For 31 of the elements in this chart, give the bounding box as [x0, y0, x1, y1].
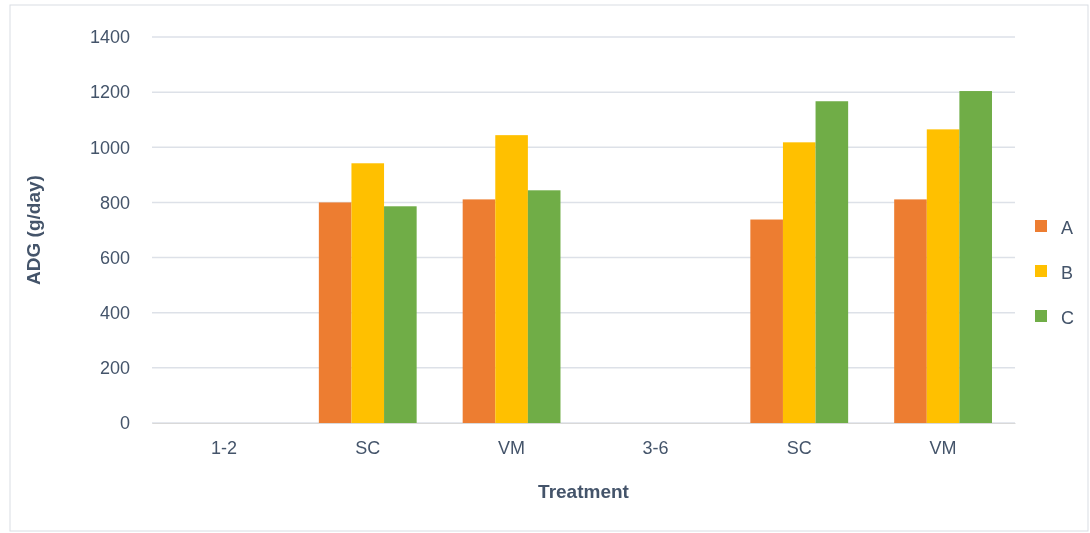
bar — [959, 91, 992, 423]
bar — [815, 101, 849, 423]
bar — [384, 206, 417, 423]
y-tick-label: 600 — [99, 247, 130, 268]
x-tick-label: VM — [929, 437, 957, 458]
x-tick-label: VM — [498, 437, 526, 458]
x-axis-title: Treatment — [538, 481, 630, 502]
bar — [782, 142, 816, 423]
y-tick-label: 400 — [99, 302, 130, 323]
y-tick-label: 1200 — [89, 82, 130, 103]
y-tick-label: 800 — [99, 192, 130, 213]
x-tick-label: 3-6 — [642, 437, 669, 458]
bar — [351, 163, 385, 423]
bar — [926, 129, 960, 423]
legend-label: C — [1061, 308, 1074, 328]
x-tick-label: 1-2 — [210, 437, 237, 458]
y-tick-label: 1000 — [89, 137, 130, 158]
x-tick-label: SC — [355, 437, 381, 458]
bar — [750, 219, 783, 423]
legend-label: B — [1061, 263, 1074, 283]
y-tick-label: 200 — [99, 358, 130, 379]
y-tick-label: 1400 — [89, 27, 130, 48]
y-tick-label: 0 — [119, 413, 130, 434]
bar — [527, 190, 561, 423]
bar — [462, 199, 496, 423]
x-tick-label: SC — [786, 437, 812, 458]
bar — [495, 135, 528, 423]
bar — [894, 199, 927, 423]
bar — [318, 202, 352, 423]
y-axis-title: ADG (g/day) — [23, 175, 44, 285]
legend-label: A — [1061, 218, 1074, 238]
